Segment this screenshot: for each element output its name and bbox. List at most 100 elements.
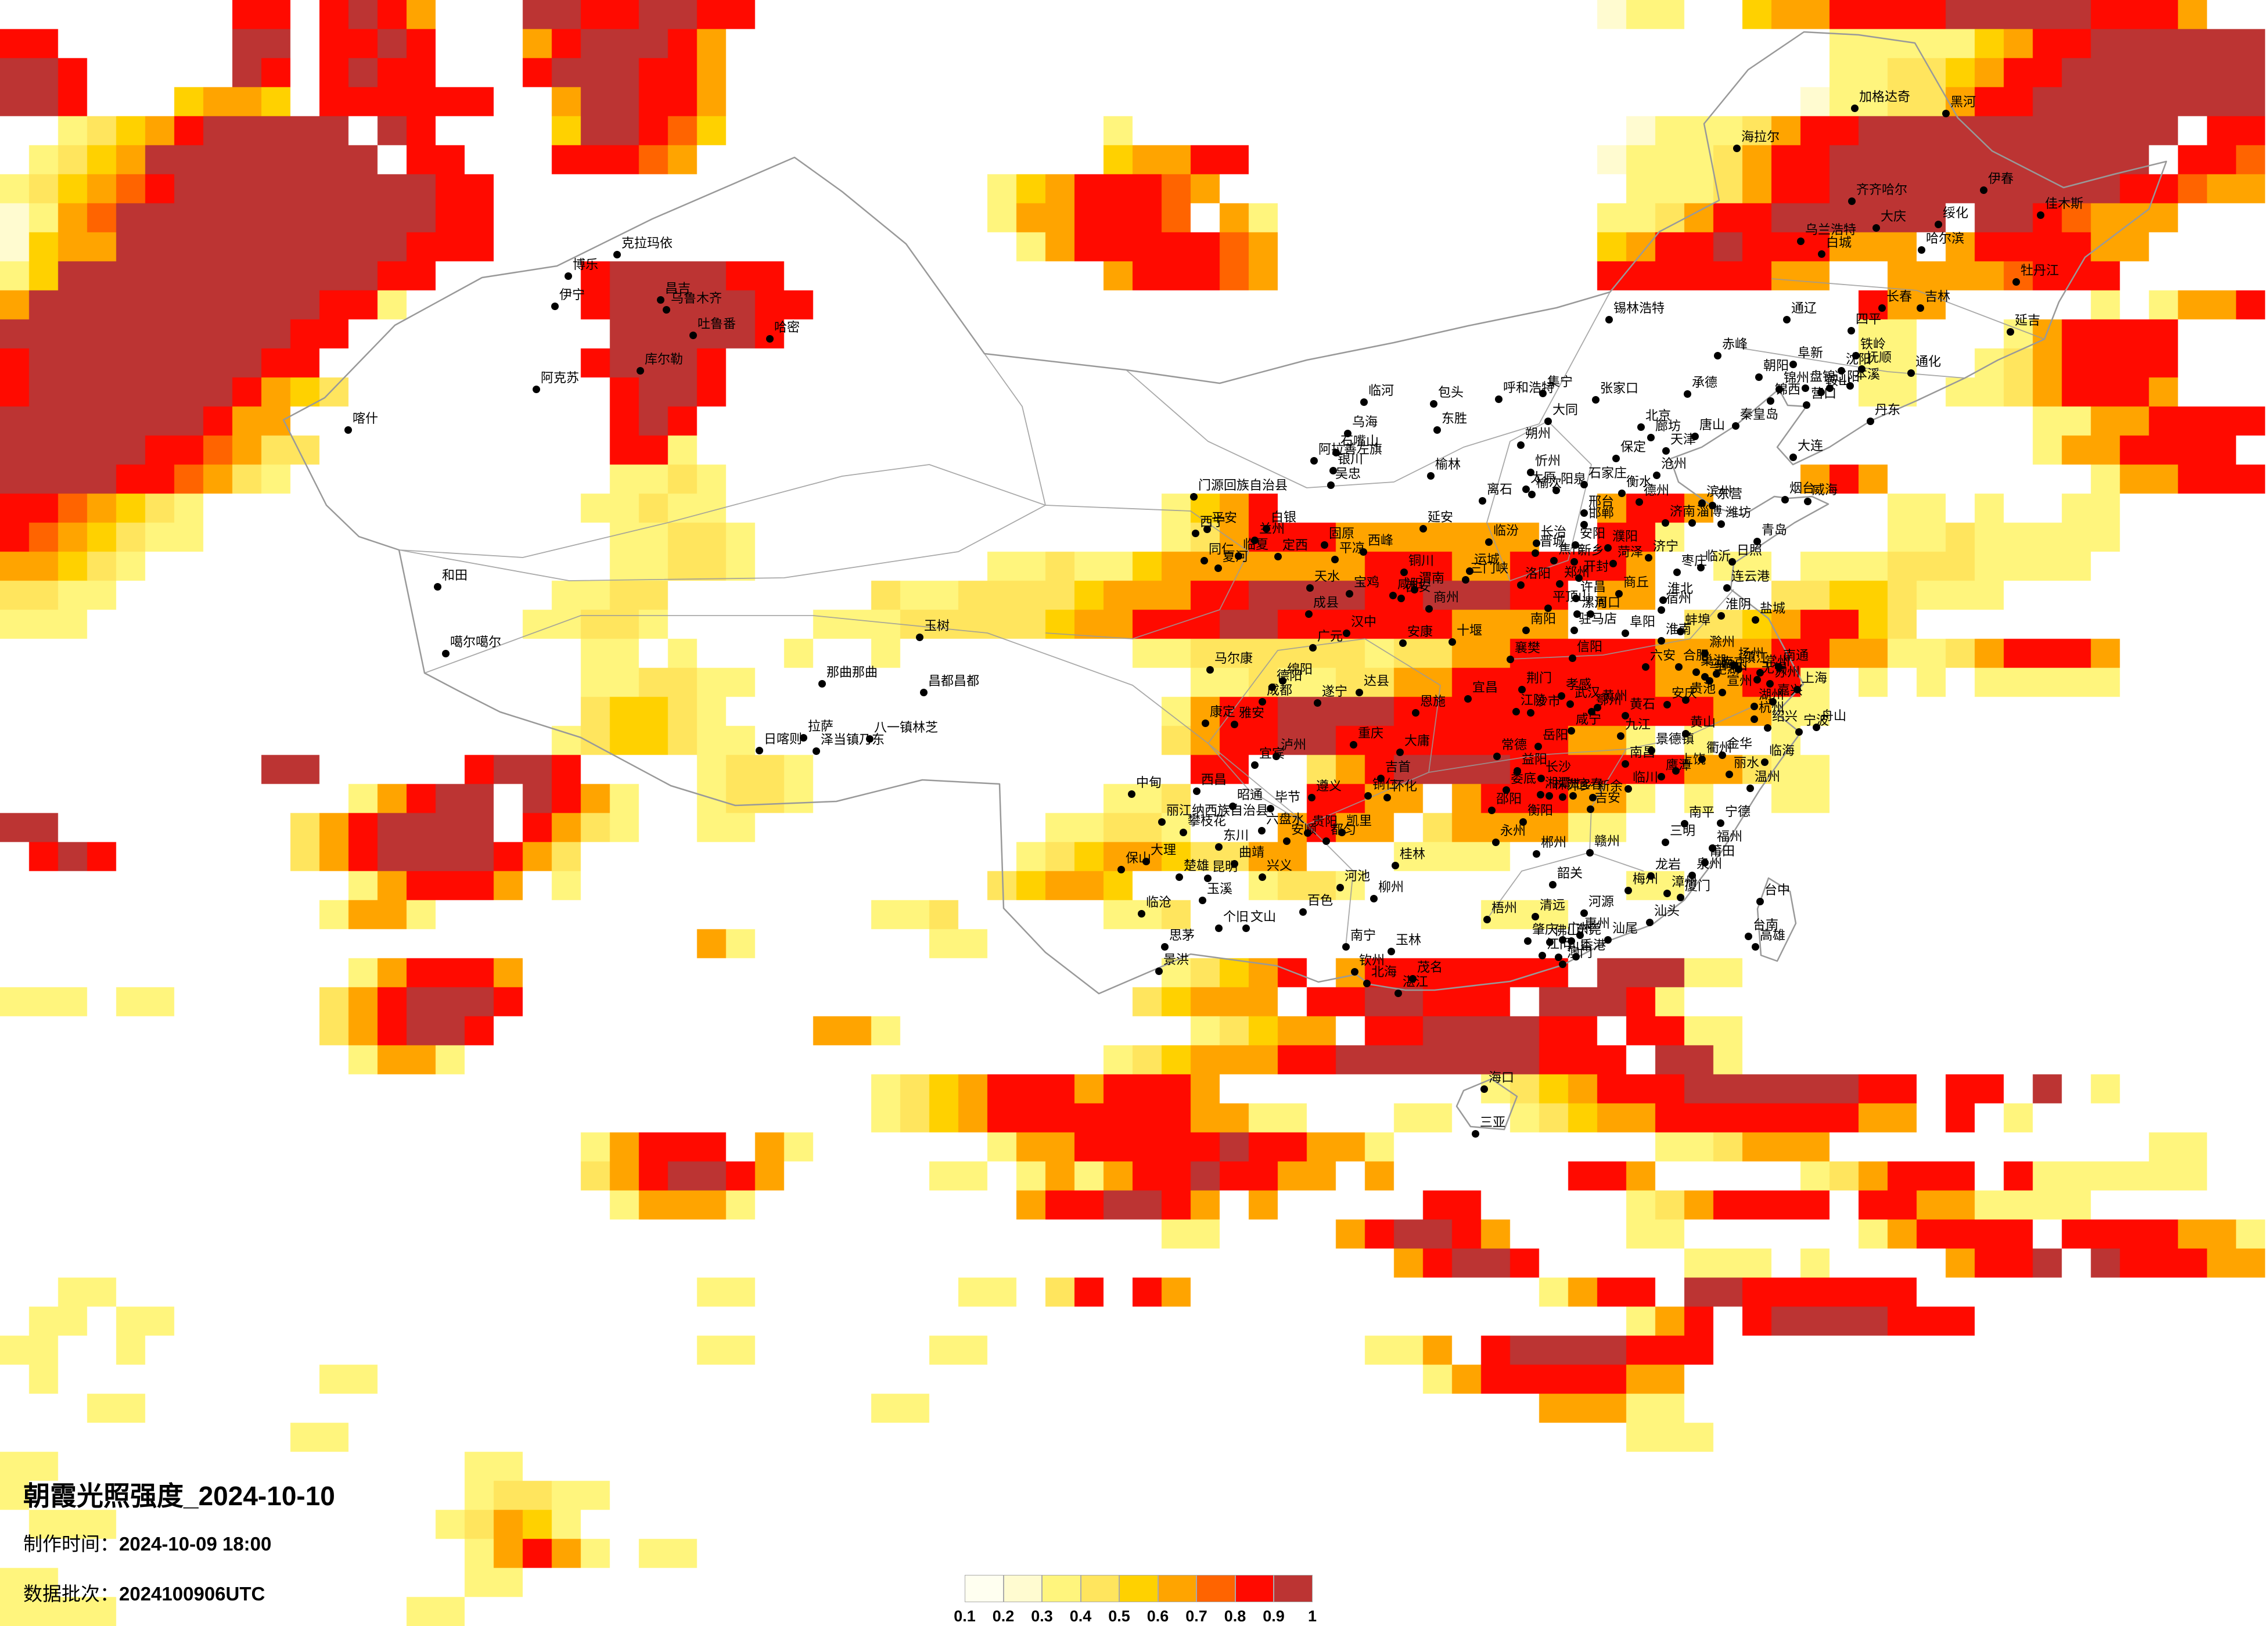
city-苏州: 苏州 — [1766, 666, 1800, 688]
city-dot — [1803, 401, 1810, 409]
city-label: 阜阳 — [1630, 614, 1656, 629]
city-label: 济宁 — [1653, 539, 1679, 553]
city-label: 夏河 — [1223, 549, 1249, 564]
city-安康: 安康 — [1399, 625, 1433, 647]
city-label: 和田 — [442, 568, 468, 582]
city-唐山: 唐山 — [1691, 419, 1725, 440]
city-承德: 承德 — [1684, 376, 1717, 398]
city-那曲那曲: 那曲那曲 — [818, 666, 878, 688]
city-清远: 清远 — [1532, 899, 1565, 920]
city-dot — [1142, 858, 1150, 865]
city-合肥: 合肥 — [1675, 649, 1709, 671]
city-dot — [1756, 669, 1764, 677]
city-label: 通辽 — [1791, 301, 1817, 315]
city-锦西: 锦西 — [1767, 383, 1800, 405]
city-label: 四平 — [1856, 312, 1882, 326]
city-中山: 中山 — [1555, 940, 1588, 961]
city-曲靖: 曲靖 — [1231, 846, 1264, 868]
city-石家庄: 石家庄 — [1580, 467, 1627, 488]
city-dot — [1662, 839, 1669, 846]
city-汕头: 汕头 — [1646, 905, 1680, 926]
city-label: 淮北 — [1667, 581, 1694, 596]
city-label: 牡丹江 — [2021, 263, 2059, 278]
city-dot — [1572, 541, 1579, 549]
city-label: 延安 — [1428, 510, 1454, 524]
city-label: 保定 — [1620, 440, 1647, 454]
city-dot — [1858, 365, 1866, 373]
city-label: 沙市 — [1535, 694, 1561, 708]
city-滨州: 滨州 — [1698, 485, 1732, 507]
city-大理: 大理 — [1142, 844, 1176, 865]
city-label: 武汉 — [1575, 685, 1601, 700]
city-label: 东胜 — [1442, 411, 1468, 426]
city-dot — [1846, 382, 1854, 390]
city-天津: 天津 — [1662, 433, 1696, 455]
city-焦作: 焦作 — [1550, 543, 1584, 564]
city-临沧: 临沧 — [1138, 896, 1171, 918]
city-label: 攀枝花 — [1188, 814, 1227, 828]
city-绥化: 绥化 — [1935, 207, 1968, 228]
city-label: 大庸 — [1404, 733, 1430, 748]
city-洛阳: 洛阳 — [1517, 567, 1551, 589]
city-无锡: 无锡 — [1753, 662, 1787, 684]
city-label: 滁州 — [1709, 635, 1735, 649]
city-忻州: 忻州 — [1527, 455, 1561, 476]
city-dot — [1274, 553, 1282, 560]
city-dot — [1642, 663, 1649, 671]
city-dot — [1480, 1085, 1488, 1093]
city-沧州: 沧州 — [1653, 458, 1687, 479]
city-dot — [1587, 610, 1594, 618]
city-dot — [1514, 767, 1521, 775]
city-label: 钦州 — [1359, 953, 1385, 967]
city-label: 长沙 — [1545, 760, 1572, 774]
city-dot — [1180, 829, 1187, 836]
city-抚顺: 抚顺 — [1858, 351, 1892, 373]
city-dot — [1517, 441, 1525, 449]
city-label: 玉林 — [1396, 933, 1422, 947]
legend-tick-label: 0.6 — [1146, 1607, 1169, 1625]
city-label: 吉首 — [1385, 760, 1411, 774]
city-dot — [657, 296, 664, 304]
city-克拉玛依: 克拉玛依 — [613, 237, 673, 258]
city-集宁: 集宁 — [1539, 376, 1573, 397]
city-烟台: 烟台 — [1781, 482, 1815, 503]
city-宜昌: 宜昌 — [1464, 681, 1498, 703]
city-label: 衢州 — [1706, 740, 1733, 755]
city-label: 淮阴 — [1726, 597, 1752, 611]
city-label: 北京 — [1645, 408, 1672, 423]
city-宁德: 宁德 — [1717, 805, 1751, 827]
city-label: 南昌 — [1630, 745, 1656, 760]
city-dot — [1769, 698, 1777, 706]
city-dot — [1539, 390, 1547, 397]
city-dot — [1682, 730, 1690, 738]
city-dot — [1682, 696, 1690, 704]
city-龙岩: 龙岩 — [1647, 858, 1681, 880]
city-dot — [1305, 610, 1313, 618]
city-连云港: 连云港 — [1723, 570, 1770, 592]
city-佛山: 佛山 — [1546, 924, 1580, 946]
city-label: 威海 — [1812, 483, 1838, 497]
city-dot — [1533, 850, 1540, 858]
city-label: 文山 — [1250, 909, 1277, 924]
city-dot — [1485, 538, 1493, 546]
city-label: 鹰潭 — [1666, 758, 1692, 772]
city-label: 莆田 — [1709, 844, 1735, 858]
city-label: 香港 — [1580, 938, 1606, 952]
city-济南: 济南 — [1662, 505, 1695, 527]
city-dot — [1527, 469, 1534, 476]
city-临河: 临河 — [1360, 384, 1394, 406]
city-dot — [1492, 839, 1500, 846]
legend-color-box — [1119, 1575, 1158, 1602]
city-哈尔滨: 哈尔滨 — [1918, 232, 1964, 254]
city-dot — [1495, 395, 1503, 403]
city-锦州: 锦州 — [1775, 372, 1809, 393]
city-label: 贵池 — [1690, 681, 1716, 696]
city-玉树: 玉树 — [916, 620, 950, 641]
city-dot — [1733, 145, 1741, 152]
city-label: 漯河 — [1582, 595, 1608, 610]
city-label: 营口 — [1811, 386, 1837, 401]
city-dot — [1479, 497, 1486, 505]
city-廊坊: 廊坊 — [1647, 420, 1681, 441]
city-延吉: 延吉 — [2007, 314, 2040, 336]
